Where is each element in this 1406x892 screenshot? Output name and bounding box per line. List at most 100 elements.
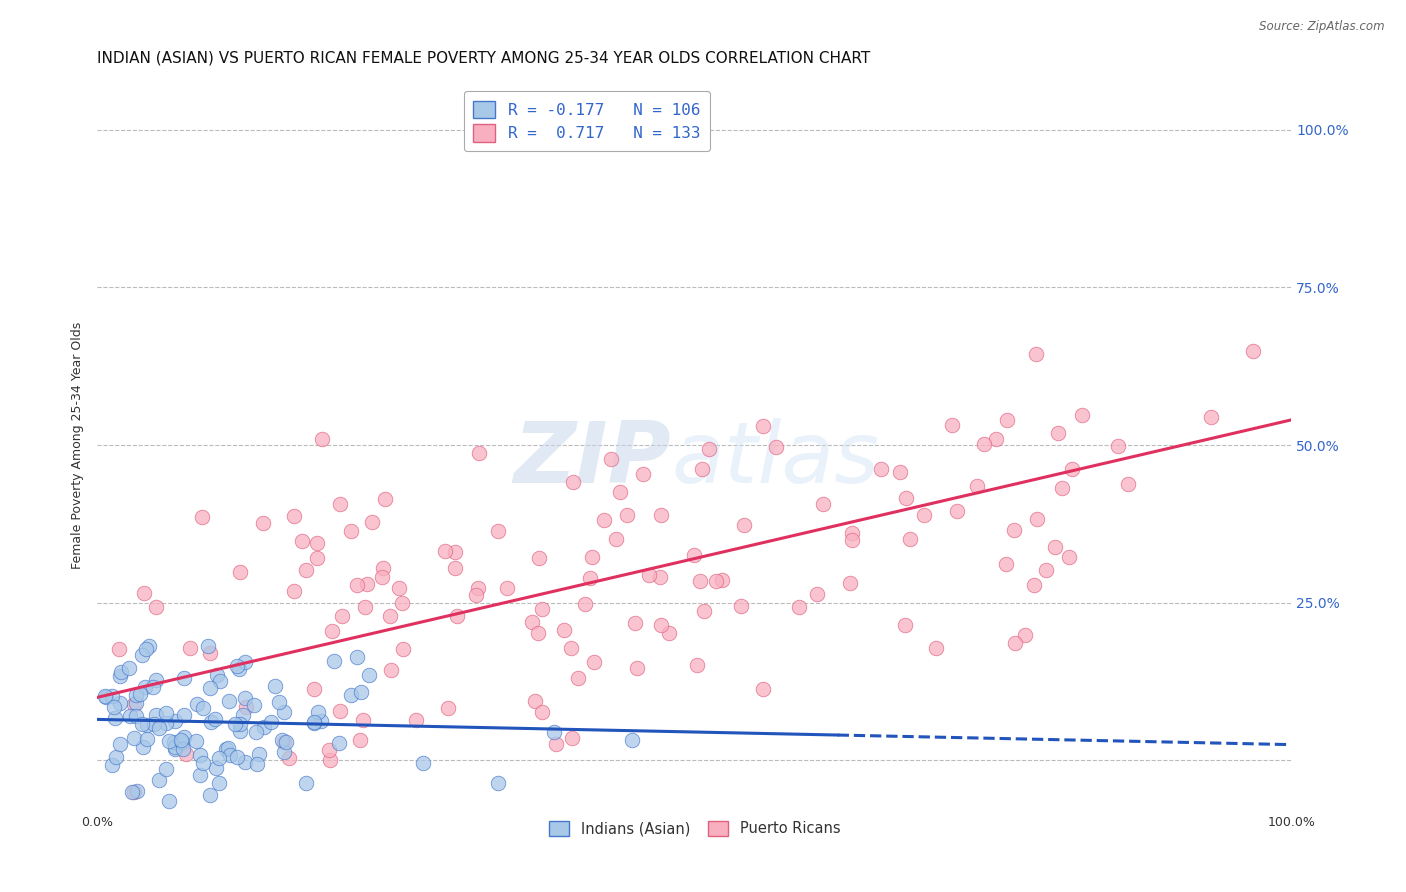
Point xyxy=(346,578,368,592)
Point xyxy=(527,625,550,640)
Point xyxy=(122,731,145,745)
Point xyxy=(354,600,377,615)
Point xyxy=(145,600,167,615)
Point xyxy=(658,625,681,640)
Point xyxy=(624,615,647,630)
Point xyxy=(311,433,333,447)
Point xyxy=(179,641,201,656)
Point xyxy=(125,696,148,710)
Point xyxy=(145,708,167,723)
Point xyxy=(562,475,585,489)
Point xyxy=(599,452,621,467)
Point xyxy=(304,714,326,729)
Point xyxy=(252,516,274,531)
Point xyxy=(689,574,711,588)
Point xyxy=(352,713,374,727)
Point xyxy=(108,668,131,682)
Legend: Indians (Asian), Puerto Ricans: Indians (Asian), Puerto Ricans xyxy=(541,814,848,844)
Point xyxy=(374,492,396,507)
Point xyxy=(966,479,988,493)
Point xyxy=(1241,344,1264,359)
Point xyxy=(263,680,285,694)
Point xyxy=(1046,426,1069,441)
Point xyxy=(433,543,456,558)
Point xyxy=(132,740,155,755)
Point xyxy=(157,794,180,808)
Point xyxy=(1071,408,1094,422)
Point xyxy=(217,741,239,756)
Point xyxy=(1116,477,1139,491)
Point xyxy=(574,598,596,612)
Point xyxy=(170,733,193,747)
Point xyxy=(219,747,242,762)
Point xyxy=(273,734,295,748)
Point xyxy=(605,532,627,546)
Point xyxy=(233,690,256,705)
Point xyxy=(142,681,165,695)
Point xyxy=(486,776,509,790)
Point xyxy=(626,661,648,675)
Point xyxy=(329,704,352,718)
Point xyxy=(246,756,269,771)
Point xyxy=(697,442,720,456)
Point xyxy=(686,657,709,672)
Point xyxy=(752,681,775,696)
Point xyxy=(200,681,222,695)
Point xyxy=(486,524,509,538)
Point xyxy=(1022,578,1045,592)
Point xyxy=(136,718,159,732)
Point xyxy=(889,465,911,479)
Point xyxy=(751,419,773,434)
Point xyxy=(224,717,246,731)
Point xyxy=(1002,523,1025,537)
Point xyxy=(405,714,427,728)
Point xyxy=(467,445,489,459)
Point xyxy=(125,709,148,723)
Point xyxy=(127,784,149,798)
Point xyxy=(683,549,706,563)
Point xyxy=(1035,563,1057,577)
Point xyxy=(984,432,1007,446)
Point xyxy=(302,716,325,731)
Point xyxy=(188,768,211,782)
Point xyxy=(387,581,409,595)
Point xyxy=(941,418,963,433)
Point xyxy=(360,515,382,529)
Point xyxy=(283,508,305,523)
Point xyxy=(356,577,378,591)
Point xyxy=(496,581,519,595)
Point xyxy=(232,707,254,722)
Text: ZIP: ZIP xyxy=(513,418,671,501)
Point xyxy=(787,600,810,615)
Point xyxy=(307,705,329,719)
Point xyxy=(546,737,568,751)
Point xyxy=(190,747,212,762)
Point xyxy=(380,663,402,677)
Point xyxy=(138,639,160,653)
Point xyxy=(561,731,583,745)
Point xyxy=(693,604,716,618)
Point xyxy=(198,646,221,660)
Point xyxy=(305,550,328,565)
Point xyxy=(208,751,231,765)
Point xyxy=(1052,481,1074,495)
Point xyxy=(592,513,614,527)
Point xyxy=(110,696,132,710)
Point xyxy=(226,658,249,673)
Point xyxy=(269,695,291,709)
Point xyxy=(100,689,122,703)
Point xyxy=(131,648,153,663)
Point xyxy=(733,518,755,533)
Point xyxy=(145,673,167,687)
Point xyxy=(579,570,602,584)
Point xyxy=(294,776,316,790)
Point xyxy=(93,690,115,704)
Point xyxy=(437,701,460,715)
Point xyxy=(291,534,314,549)
Point xyxy=(894,618,917,632)
Point xyxy=(103,700,125,714)
Point xyxy=(321,624,343,638)
Point xyxy=(163,735,186,749)
Point xyxy=(631,467,654,482)
Text: INDIAN (ASIAN) VS PUERTO RICAN FEMALE POVERTY AMONG 25-34 YEAR OLDS CORRELATION : INDIAN (ASIAN) VS PUERTO RICAN FEMALE PO… xyxy=(97,51,870,66)
